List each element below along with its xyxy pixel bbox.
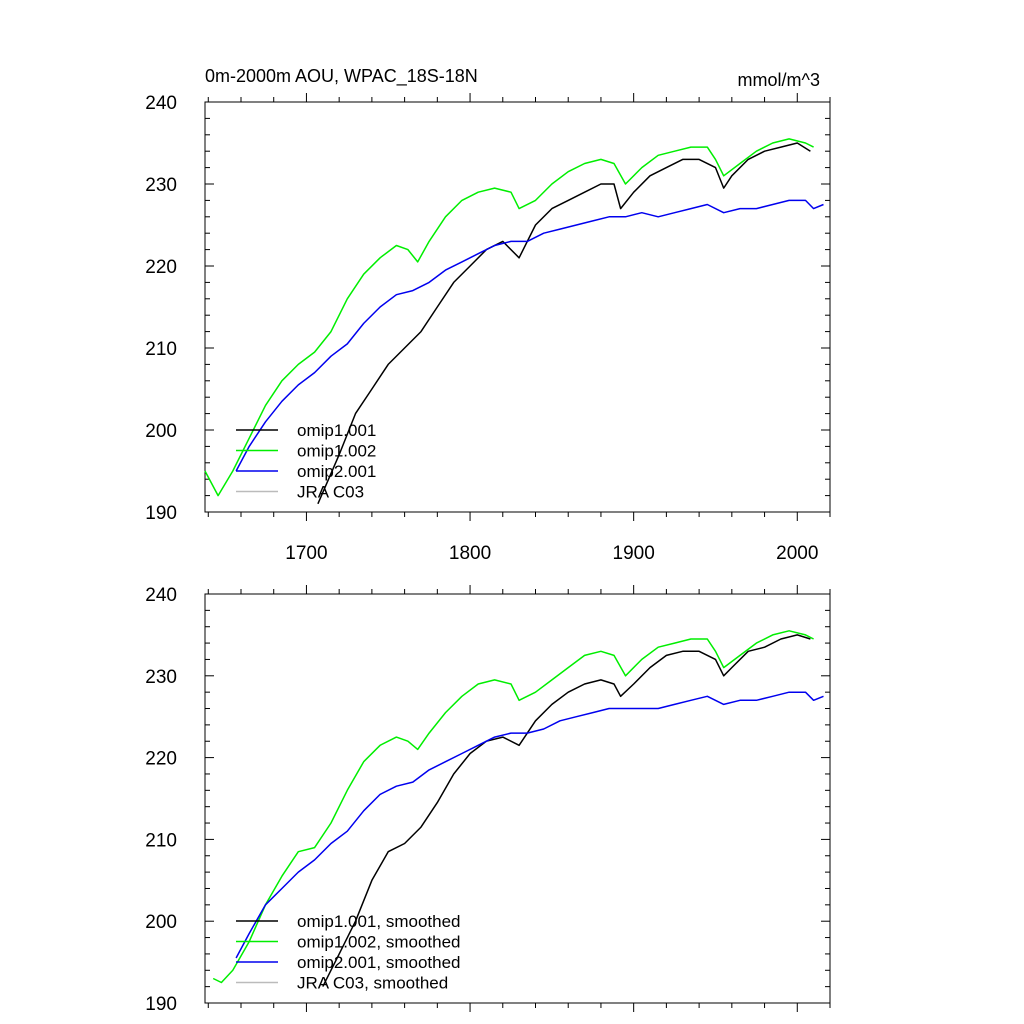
panel-1-legend-omip1-002-label: omip1.002 xyxy=(297,442,376,461)
panel-2-y-tick-label: 210 xyxy=(145,830,177,851)
panel-1-legend-omip1-001-label: omip1.001 xyxy=(297,421,376,440)
panel-2-series-omip2-001-line xyxy=(235,691,824,959)
panel-1: 190 200 210 220 230 240 1700 1800 1900 2000 0m-200… xyxy=(145,66,831,564)
panel-2-legend-omip2-001-label: omip2.001, smoothed xyxy=(297,953,461,972)
panel-1-y-tick-label: 240 xyxy=(145,93,177,114)
panel-1-series-omip2-001-line xyxy=(235,199,824,472)
panel-1-series-omip1-001-line xyxy=(317,142,811,505)
panel-1-y-tick-label: 220 xyxy=(145,257,177,278)
panel-2-legend-jra-c03-label: JRA C03, smoothed xyxy=(297,974,448,993)
panel-1-title: 0m-2000m AOU, WPAC_18S-18N xyxy=(205,66,478,87)
panel-2: 190 200 210 220 230 240 omip1.001, smoothed omi… xyxy=(145,585,831,1015)
panel-1-x-tick-label: 1800 xyxy=(449,543,491,564)
panel-1-x-tick-label: 2000 xyxy=(776,543,818,564)
panel-1-units-label: mmol/m^3 xyxy=(738,70,820,90)
panel-1-legend-jra-c03-label: JRA C03 xyxy=(297,483,364,502)
panel-1-x-tick-label: 1700 xyxy=(285,543,327,564)
panel-1-frame xyxy=(204,101,831,513)
panel-1-legend-omip2-001-label: omip2.001 xyxy=(297,462,376,481)
panel-2-frame xyxy=(204,593,831,1004)
panel-2-series-omip1-002-line xyxy=(212,630,814,984)
panel-2-legend-omip1-002-label: omip1.002, smoothed xyxy=(297,933,461,952)
panel-1-x-tick-label: 1900 xyxy=(613,543,655,564)
panel-2-series-omip1-001-line xyxy=(322,634,811,987)
panel-2-legend-omip1-001-label: omip1.001, smoothed xyxy=(297,912,461,931)
panel-2-y-tick-label: 200 xyxy=(145,912,177,933)
panel-1-y-tick-label: 190 xyxy=(145,503,177,524)
panel-1-y-tick-label: 230 xyxy=(145,175,177,196)
panel-2-y-tick-label: 230 xyxy=(145,667,177,688)
panel-2-y-tick-label: 240 xyxy=(145,585,177,606)
panel-2-y-tick-label: 220 xyxy=(145,749,177,770)
panel-1-y-tick-label: 210 xyxy=(145,339,177,360)
panel-2-y-tick-label: 190 xyxy=(145,994,177,1015)
panel-1-y-tick-label: 200 xyxy=(145,421,177,442)
panel-1-series-omip1-002-line xyxy=(204,138,814,497)
